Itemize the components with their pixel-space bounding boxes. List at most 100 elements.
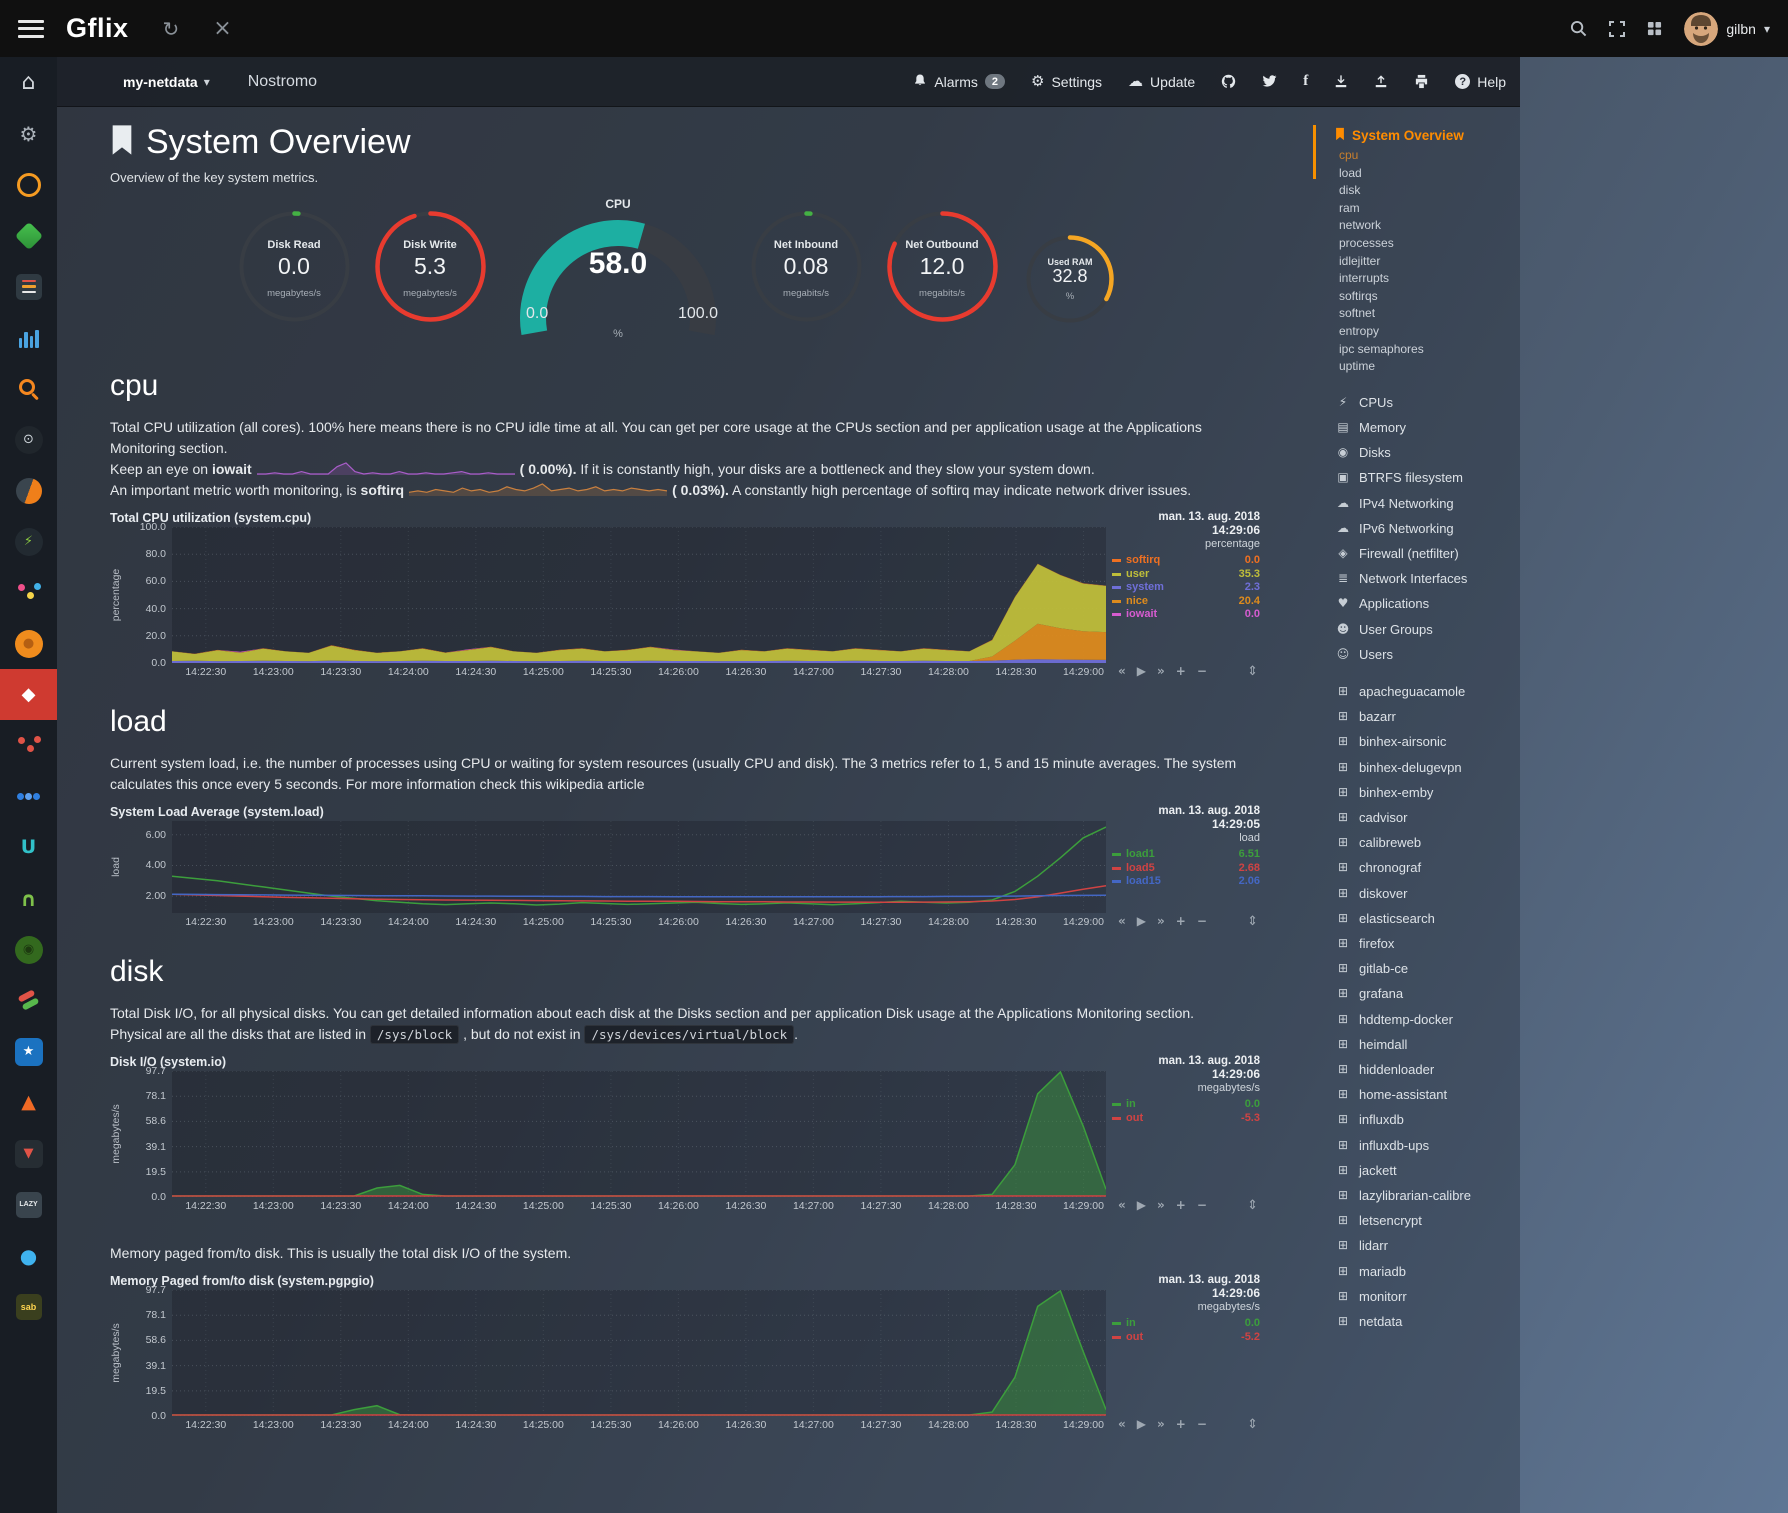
legend-nice[interactable]: nice 20.4 <box>1112 595 1260 609</box>
help-button[interactable]: ? Help <box>1455 74 1506 90</box>
sidebar-app-settings[interactable]: ⚙ <box>0 108 57 159</box>
menu-app-diskover[interactable]: ⊞ diskover <box>1325 881 1560 906</box>
gauge-disk-write[interactable]: Disk Write 5.3 megabytes/s <box>373 209 488 324</box>
menu-app-grafana[interactable]: ⊞ grafana <box>1325 981 1560 1006</box>
sidebar-app-orange-ring-app[interactable] <box>0 159 57 210</box>
menu-cpus[interactable]: ⚡ CPUs <box>1325 390 1560 415</box>
menu-user-groups[interactable]: ☻ User Groups <box>1325 617 1560 642</box>
menu-ram[interactable]: ram <box>1339 200 1360 215</box>
user-menu[interactable]: gilbn ▾ <box>1684 11 1770 46</box>
pan-forward-button[interactable]: » <box>1157 1198 1165 1212</box>
sidebar-app-sabnzbd-app[interactable]: sab <box>0 1281 57 1332</box>
menu-memory[interactable]: ▤ Memory <box>1325 415 1560 440</box>
menu-app-mariadb[interactable]: ⊞ mariadb <box>1325 1259 1560 1284</box>
menu-ipc-semaphores[interactable]: ipc semaphores <box>1339 341 1424 356</box>
zoom-in-button[interactable]: + <box>1175 914 1186 928</box>
zoom-in-button[interactable]: + <box>1175 1417 1186 1431</box>
zoom-out-button[interactable]: − <box>1196 1417 1207 1431</box>
legend-load1[interactable]: load1 6.51 <box>1112 848 1260 862</box>
play-button[interactable]: ▶ <box>1136 664 1146 678</box>
menu-applications[interactable]: ♥ Applications <box>1325 591 1560 616</box>
sidebar-app-blue-drop-app[interactable]: ● <box>0 1230 57 1281</box>
gauge-used-ram[interactable]: Used RAM 32.8% <box>1024 233 1116 325</box>
github-button[interactable] <box>1221 74 1236 89</box>
legend-softirq[interactable]: softirq 0.0 <box>1112 554 1260 568</box>
sidebar-app-home[interactable]: ⌂ <box>0 57 57 108</box>
sidebar-app-red-down-app[interactable]: ▼ <box>0 1128 57 1179</box>
menu-uptime[interactable]: uptime <box>1339 359 1376 374</box>
sidebar-app-red-dots-app[interactable] <box>0 720 57 771</box>
sidebar-app-blue-star-app[interactable]: ★ <box>0 1026 57 1077</box>
legend-load5[interactable]: load5 2.68 <box>1112 862 1260 876</box>
legend-iowait[interactable]: iowait 0.0 <box>1112 608 1260 622</box>
sidebar-app-lazylibrarian-app[interactable]: LAZY <box>0 1179 57 1230</box>
legend-out[interactable]: out -5.2 <box>1112 1331 1260 1345</box>
resize-handle[interactable]: ⇕ <box>1247 664 1258 679</box>
refresh-icon[interactable]: ↻ <box>162 16 180 41</box>
menu-app-chronograf[interactable]: ⊞ chronograf <box>1325 855 1560 880</box>
gauge-cpu[interactable]: CPU 58.0 0.0 100.0% <box>520 197 718 340</box>
chart-plot[interactable] <box>172 1290 1106 1416</box>
menu-app-calibreweb[interactable]: ⊞ calibreweb <box>1325 830 1560 855</box>
menu-cpu[interactable]: cpu <box>1339 148 1359 162</box>
sidebar-app-confetti-app[interactable] <box>0 567 57 618</box>
menu-app-bazarr[interactable]: ⊞ bazarr <box>1325 704 1560 729</box>
sidebar-app-dark-disc-app[interactable]: ⊙ <box>0 414 57 465</box>
zoom-out-button[interactable]: − <box>1196 664 1207 678</box>
menu-app-influxdb-ups[interactable]: ⊞ influxdb-ups <box>1325 1133 1560 1158</box>
zoom-out-button[interactable]: − <box>1196 1198 1207 1212</box>
legend-load15[interactable]: load15 2.06 <box>1112 875 1260 889</box>
tab-grid-icon[interactable] <box>1647 21 1662 36</box>
close-icon[interactable]: × <box>213 15 232 41</box>
pan-forward-button[interactable]: » <box>1157 1417 1165 1431</box>
menu-app-hiddenloader[interactable]: ⊞ hiddenloader <box>1325 1057 1560 1082</box>
menu-app-home-assistant[interactable]: ⊞ home-assistant <box>1325 1082 1560 1107</box>
sidebar-app-shield-app[interactable]: ◆ <box>0 669 57 720</box>
chart-plot[interactable] <box>172 527 1106 663</box>
zoom-out-button[interactable]: − <box>1196 914 1207 928</box>
pan-forward-button[interactable]: » <box>1157 664 1165 678</box>
pan-backward-button[interactable]: « <box>1118 1198 1126 1212</box>
menu-app-firefox[interactable]: ⊞ firefox <box>1325 931 1560 956</box>
menu-softirqs[interactable]: softirqs <box>1339 288 1378 303</box>
legend-system[interactable]: system 2.3 <box>1112 581 1260 595</box>
menu-users[interactable]: ☺ Users <box>1325 642 1560 667</box>
twitter-button[interactable] <box>1262 75 1277 88</box>
resize-handle[interactable]: ⇕ <box>1247 1417 1258 1432</box>
update-button[interactable]: ☁ Update <box>1128 72 1196 90</box>
menu-softnet[interactable]: softnet <box>1339 306 1376 321</box>
zoom-in-button[interactable]: + <box>1175 664 1186 678</box>
legend-in[interactable]: in 0.0 <box>1112 1098 1260 1112</box>
menu-disks[interactable]: ◉ Disks <box>1325 440 1560 465</box>
sidebar-app-gitlab-app[interactable]: ▲ <box>0 1077 57 1128</box>
resize-handle[interactable]: ⇕ <box>1247 1198 1258 1213</box>
sidebar-app-nextcloud-app[interactable] <box>0 771 57 822</box>
menu-app-lazylibrarian-calibre[interactable]: ⊞ lazylibrarian-calibre <box>1325 1183 1560 1208</box>
sidebar-app-blue-eq-app[interactable] <box>0 312 57 363</box>
gauge-disk-read[interactable]: Disk Read 0.0 megabytes/s <box>237 209 352 324</box>
play-button[interactable]: ▶ <box>1136 1417 1146 1431</box>
menu-app-monitorr[interactable]: ⊞ monitorr <box>1325 1284 1560 1309</box>
menu-app-apacheguacamole[interactable]: ⊞ apacheguacamole <box>1325 679 1560 704</box>
print-button[interactable] <box>1414 74 1429 89</box>
menu-idlejitter[interactable]: idlejitter <box>1339 253 1381 268</box>
menu-app-elasticsearch[interactable]: ⊞ elasticsearch <box>1325 906 1560 931</box>
host-dropdown[interactable]: my-netdata ▾ <box>123 73 210 90</box>
export-snapshot-button[interactable] <box>1334 74 1348 89</box>
menu-app-binhex-emby[interactable]: ⊞ binhex-emby <box>1325 780 1560 805</box>
sidebar-app-teal-u-app[interactable]: U <box>0 822 57 873</box>
menu-app-binhex-airsonic[interactable]: ⊞ binhex-airsonic <box>1325 729 1560 754</box>
menu-entropy[interactable]: entropy <box>1339 323 1380 338</box>
menu-disk[interactable]: disk <box>1339 183 1361 198</box>
gauge-net-inbound[interactable]: Net Inbound 0.08 megabits/s <box>749 209 864 324</box>
resize-handle[interactable]: ⇕ <box>1247 914 1258 929</box>
import-snapshot-button[interactable] <box>1374 74 1388 89</box>
alarms-button[interactable]: Alarms 2 <box>913 73 1005 91</box>
gauge-net-outbound[interactable]: Net Outbound 12.0 megabits/s <box>885 209 1000 324</box>
menu-system-overview[interactable]: System Overview <box>1325 125 1560 145</box>
menu-network[interactable]: network <box>1339 218 1382 233</box>
menu-network-interfaces[interactable]: ≣ Network Interfaces <box>1325 566 1560 591</box>
search-icon[interactable] <box>1570 20 1587 37</box>
sidebar-app-orange-disc-app[interactable]: ● <box>0 618 57 669</box>
menu-app-letsencrypt[interactable]: ⊞ letsencrypt <box>1325 1208 1560 1233</box>
